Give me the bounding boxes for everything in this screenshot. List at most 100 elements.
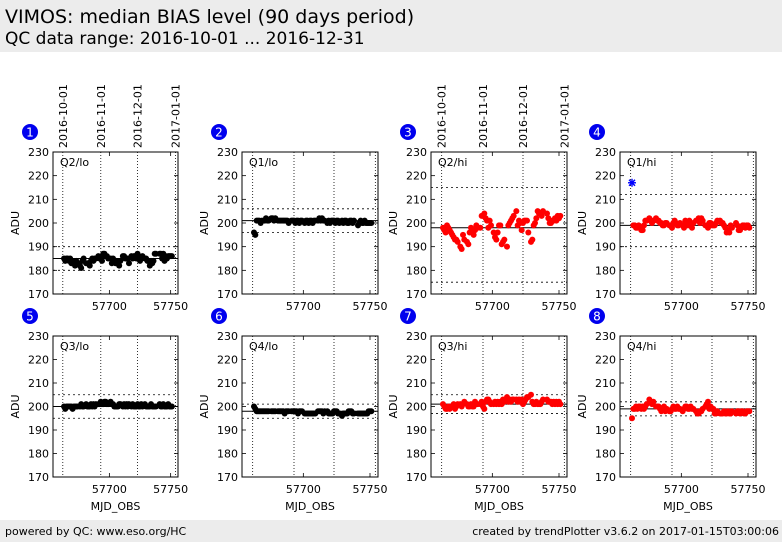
data-point [99, 257, 106, 264]
data-point [525, 229, 532, 236]
y-tick-label: 230 [28, 330, 49, 343]
data-point [252, 231, 259, 238]
quadrant-label: Q1/hi [627, 156, 656, 169]
x-axis-label: MJD_OBS [285, 500, 335, 513]
x-axis-label: MJD_OBS [663, 500, 713, 513]
data-point [477, 224, 484, 231]
y-tick-label: 200 [217, 401, 238, 414]
y-tick-label: 170 [217, 471, 238, 484]
chart-panel-3: 170 180 190 200 210 220 230 57700 57750 ADU Q2/hi 3… [387, 84, 577, 313]
y-tick-label: 220 [595, 170, 616, 183]
y-tick-label: 190 [406, 424, 427, 437]
chart-panel-5: 170 180 190 200 210 220 230 57700 57750 ADU MJD_OB… [9, 308, 188, 513]
data-point [493, 236, 500, 243]
chart-panel-7: 170 180 190 200 210 220 230 57700 57750 ADU MJD_OB… [387, 308, 577, 513]
date-tick-label: 2016-10-01 [57, 84, 70, 148]
y-axis-label: ADU [9, 211, 22, 235]
data-point [533, 215, 540, 222]
date-tick-label: 2017-01-01 [558, 84, 571, 148]
data-point [117, 257, 124, 264]
y-tick-label: 190 [28, 424, 49, 437]
data-point [538, 212, 545, 219]
y-tick-label: 190 [406, 241, 427, 254]
y-tick-label: 180 [595, 448, 616, 461]
y-tick-label: 220 [217, 170, 238, 183]
footer-bar: powered by QC: www.eso.org/HC created by… [0, 520, 782, 542]
y-tick-label: 180 [217, 448, 238, 461]
y-tick-label: 200 [406, 217, 427, 230]
data-point [454, 238, 461, 245]
quadrant-label: Q3/lo [60, 340, 89, 353]
data-point [368, 408, 375, 415]
data-point [518, 227, 525, 234]
y-tick-label: 200 [595, 401, 616, 414]
data-point [641, 222, 647, 229]
data-point [746, 408, 753, 415]
y-tick-label: 170 [595, 471, 616, 484]
y-tick-label: 170 [595, 288, 616, 301]
panel-number-label: 5 [26, 310, 34, 324]
date-tick-label: 2016-12-01 [132, 84, 145, 148]
data-point [726, 229, 733, 236]
panel-number-badge [589, 308, 605, 324]
y-tick-label: 180 [28, 448, 49, 461]
data-point [78, 264, 85, 271]
y-axis-label: ADU [576, 211, 589, 235]
y-tick-label: 170 [28, 471, 49, 484]
data-point [504, 243, 510, 250]
y-tick-label: 230 [595, 146, 616, 159]
x-tick-label: 57750 [153, 483, 188, 496]
data-point [116, 262, 123, 269]
date-tick-label: 2016-12-01 [517, 84, 530, 148]
y-tick-label: 210 [406, 193, 427, 206]
data-point [497, 222, 504, 229]
y-tick-label: 220 [595, 354, 616, 367]
quadrant-label: Q4/hi [627, 340, 656, 353]
panel-number-label: 4 [593, 126, 601, 140]
chart-panel-4: 170 180 190 200 210 220 230 57700 57750 ADU Q1/hi 4 [576, 124, 766, 313]
y-tick-label: 190 [595, 241, 616, 254]
data-point [481, 405, 488, 412]
chart-panel-6: 170 180 190 200 210 220 230 57700 57750 ADU MJD_OB… [198, 308, 388, 513]
panel-number-badge [589, 124, 605, 140]
x-tick-label: 57750 [353, 483, 388, 496]
data-point [465, 241, 472, 248]
panel-number-badge [211, 124, 227, 140]
y-tick-label: 230 [595, 330, 616, 343]
y-tick-label: 220 [406, 354, 427, 367]
data-point [639, 227, 646, 234]
quadrant-label: Q2/hi [438, 156, 467, 169]
chart-panel-2: 170 180 190 200 210 220 230 57700 57750 ADU Q1/lo 2 [198, 124, 388, 313]
y-tick-label: 220 [217, 354, 238, 367]
y-tick-label: 170 [406, 471, 427, 484]
panel-number-badge [211, 308, 227, 324]
data-point [86, 262, 93, 269]
data-point [629, 415, 635, 422]
x-tick-label: 57700 [475, 300, 510, 313]
y-tick-label: 210 [217, 193, 238, 206]
x-tick-label: 57700 [475, 483, 510, 496]
panel-number-label: 6 [215, 310, 223, 324]
data-point [705, 398, 711, 405]
y-tick-label: 210 [28, 377, 49, 390]
data-point [351, 217, 357, 224]
x-tick-label: 57700 [286, 300, 321, 313]
data-point [470, 231, 477, 238]
header-bar: VIMOS: median BIAS level (90 days period… [0, 0, 782, 52]
y-tick-label: 180 [406, 448, 427, 461]
x-tick-label: 57750 [731, 300, 766, 313]
panel-number-badge [400, 124, 416, 140]
data-point [168, 253, 175, 260]
x-tick-label: 57750 [731, 483, 766, 496]
data-point [168, 403, 175, 410]
y-tick-label: 170 [406, 288, 427, 301]
data-point [513, 208, 520, 215]
data-point [544, 210, 550, 217]
data-point [689, 224, 695, 231]
panel-number-label: 1 [26, 126, 34, 140]
data-point [669, 224, 675, 231]
data-point [486, 217, 493, 224]
y-tick-label: 210 [28, 193, 49, 206]
y-tick-label: 190 [217, 241, 238, 254]
y-axis-label: ADU [576, 394, 589, 418]
